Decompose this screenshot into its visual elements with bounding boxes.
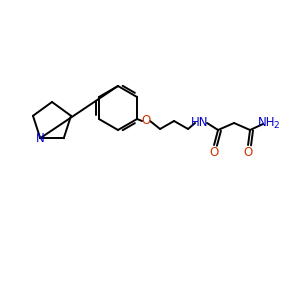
Text: O: O xyxy=(141,115,151,128)
Text: O: O xyxy=(243,146,253,158)
Text: 2: 2 xyxy=(273,122,279,130)
Text: N: N xyxy=(36,132,45,145)
Text: O: O xyxy=(209,146,219,158)
Text: HN: HN xyxy=(191,116,209,128)
Text: NH: NH xyxy=(258,116,276,130)
